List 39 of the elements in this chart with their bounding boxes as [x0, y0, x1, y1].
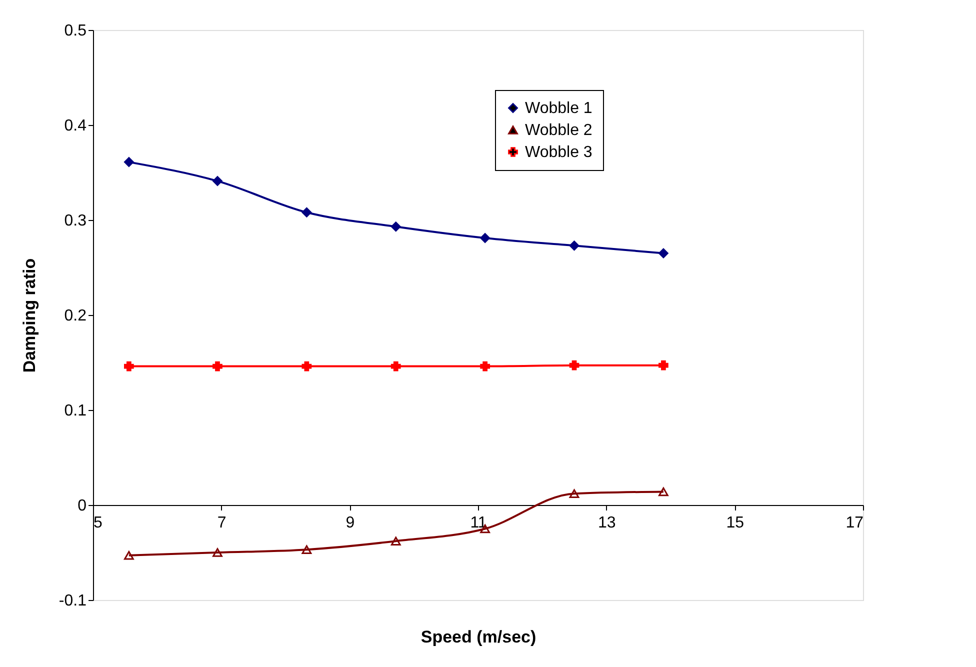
point [658, 248, 668, 258]
point [302, 361, 312, 372]
point [124, 361, 134, 372]
y-tick-label: 0 [78, 498, 87, 514]
y-axis-title: Damping ratio [20, 258, 39, 373]
point [480, 361, 490, 372]
y-tick-label: 0.2 [64, 308, 87, 324]
x-tick-label: 7 [217, 514, 226, 532]
point [658, 487, 668, 496]
point [212, 176, 222, 186]
point [212, 548, 222, 557]
y-tick-label: 0.4 [64, 118, 87, 134]
point [569, 360, 580, 370]
point [124, 157, 134, 167]
x-tick-label: 17 [846, 514, 864, 532]
point [658, 360, 668, 370]
point [390, 222, 401, 232]
x-tick-label: 11 [470, 514, 487, 532]
legend-label: Wobble 2 [525, 122, 592, 139]
x-axis-title: Speed (m/sec) [420, 628, 536, 646]
y-tick-label: 0.3 [64, 212, 87, 230]
point [390, 361, 401, 372]
point [480, 233, 490, 243]
point [390, 536, 401, 546]
point [302, 207, 312, 218]
y-tick-label: 0.1 [64, 402, 87, 420]
y-tick-label: -0.1 [58, 592, 87, 610]
point [569, 489, 580, 498]
y-tick-label: 0.5 [64, 22, 87, 40]
x-tick-label: 13 [598, 514, 616, 532]
x-tick-label: 15 [726, 514, 744, 532]
point [212, 361, 222, 372]
legend-label: Wobble 3 [525, 144, 592, 161]
x-tick-label: 9 [346, 514, 355, 532]
point [569, 240, 580, 251]
legend-label: Wobble 1 [525, 100, 592, 117]
x-tick-label: 5 [94, 514, 102, 532]
point [124, 550, 134, 560]
point [302, 545, 312, 554]
